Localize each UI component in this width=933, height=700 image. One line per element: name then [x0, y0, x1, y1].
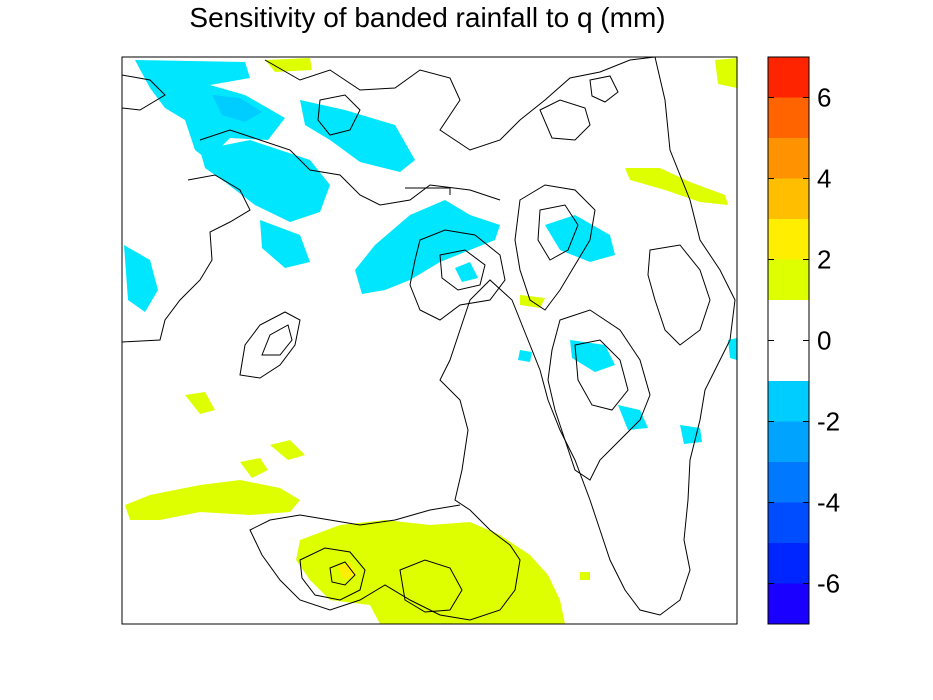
chart-title: Sensitivity of banded rainfall to q (mm) [189, 2, 666, 33]
contour-right-chain [547, 309, 651, 481]
contour-right-chain-inner [574, 339, 629, 411]
colorbar-tick-label: -6 [817, 569, 840, 599]
colorbar-frame [767, 56, 810, 625]
colorbar-level-11 [768, 97, 809, 138]
colorbar-level-12 [768, 57, 809, 98]
colorbar-level-5 [768, 381, 809, 422]
colorbar-tick-label: 0 [817, 326, 831, 356]
contour-notch [405, 187, 451, 195]
contour-top-right-2 [589, 75, 619, 103]
positive-region-top [265, 58, 312, 72]
contour-far-right [647, 244, 711, 346]
negative-region-upper-center [300, 100, 415, 172]
colorbar-level-10 [768, 138, 809, 179]
contour-main-outline [249, 57, 736, 621]
colorbar-level-0 [768, 583, 809, 624]
colorbar-ticks: -6 -4 -2 0 2 4 6 [768, 83, 840, 599]
positive-region-right [625, 168, 728, 205]
contour-hills-center-inner [439, 249, 486, 291]
negative-region-right-4 [680, 425, 702, 444]
colorbar-level-7 [768, 259, 809, 300]
contour-left-plateau [122, 174, 251, 343]
negative-region-upper-left-strip [200, 140, 330, 222]
positive-region-peak [338, 562, 356, 580]
colorbar [768, 57, 809, 624]
contour-center-loop [239, 311, 301, 379]
map-plot-area [122, 57, 737, 624]
positive-region-small-right [580, 572, 590, 580]
negative-region-right-1 [545, 215, 615, 262]
colorbar-tick-label: 2 [817, 245, 831, 275]
negative-region-left-edge [124, 245, 158, 312]
negative-region-small-2 [518, 350, 532, 362]
positive-shading-stronger [338, 562, 356, 580]
contour-top-right [539, 99, 591, 141]
positive-region-center-left [270, 440, 305, 460]
negative-region-small-1 [455, 262, 478, 282]
contour-hills-center [409, 229, 506, 321]
colorbar-level-3 [768, 462, 809, 503]
contour-left-ridge [199, 129, 501, 206]
colorbar-level-1 [768, 543, 809, 584]
contour-lower-left-hill-inner [329, 561, 356, 586]
negative-region-mid-left [260, 220, 310, 268]
colorbar-tick-label: 6 [817, 83, 831, 113]
colorbar-tick-label: -2 [817, 407, 840, 437]
positive-region-lower-left [125, 480, 300, 520]
negative-region-right-edge [728, 338, 737, 360]
colorbar-level-6 [768, 300, 809, 381]
negative-region-stronger [212, 95, 262, 122]
contour-lower-center-hill [399, 559, 463, 613]
colorbar-level-2 [768, 502, 809, 543]
positive-region-mid-left [185, 392, 215, 414]
colorbar-tick-label: -4 [817, 488, 840, 518]
contour-upper-left [122, 74, 166, 111]
colorbar-level-9 [768, 178, 809, 219]
contour-right-hills [514, 184, 596, 311]
map-frame [121, 56, 738, 625]
positive-region-top-right [715, 58, 737, 88]
contour-lower-left-hill [299, 547, 366, 601]
negative-region-upper-left [135, 60, 285, 160]
contour-right-hills-inner [537, 204, 579, 261]
positive-region-left-streak [240, 458, 268, 478]
topography-contours [122, 57, 736, 621]
colorbar-tick-label: 4 [817, 164, 831, 194]
contour-top-center [317, 94, 361, 136]
negative-shading-darker [212, 95, 262, 122]
contour-center-loop-inner [261, 324, 293, 356]
colorbar-level-4 [768, 421, 809, 462]
negative-shading [124, 60, 737, 444]
negative-region-right-2 [570, 340, 615, 372]
colorbar-level-8 [768, 219, 809, 260]
negative-region-right-3 [618, 405, 648, 430]
negative-region-center-band [355, 200, 500, 294]
